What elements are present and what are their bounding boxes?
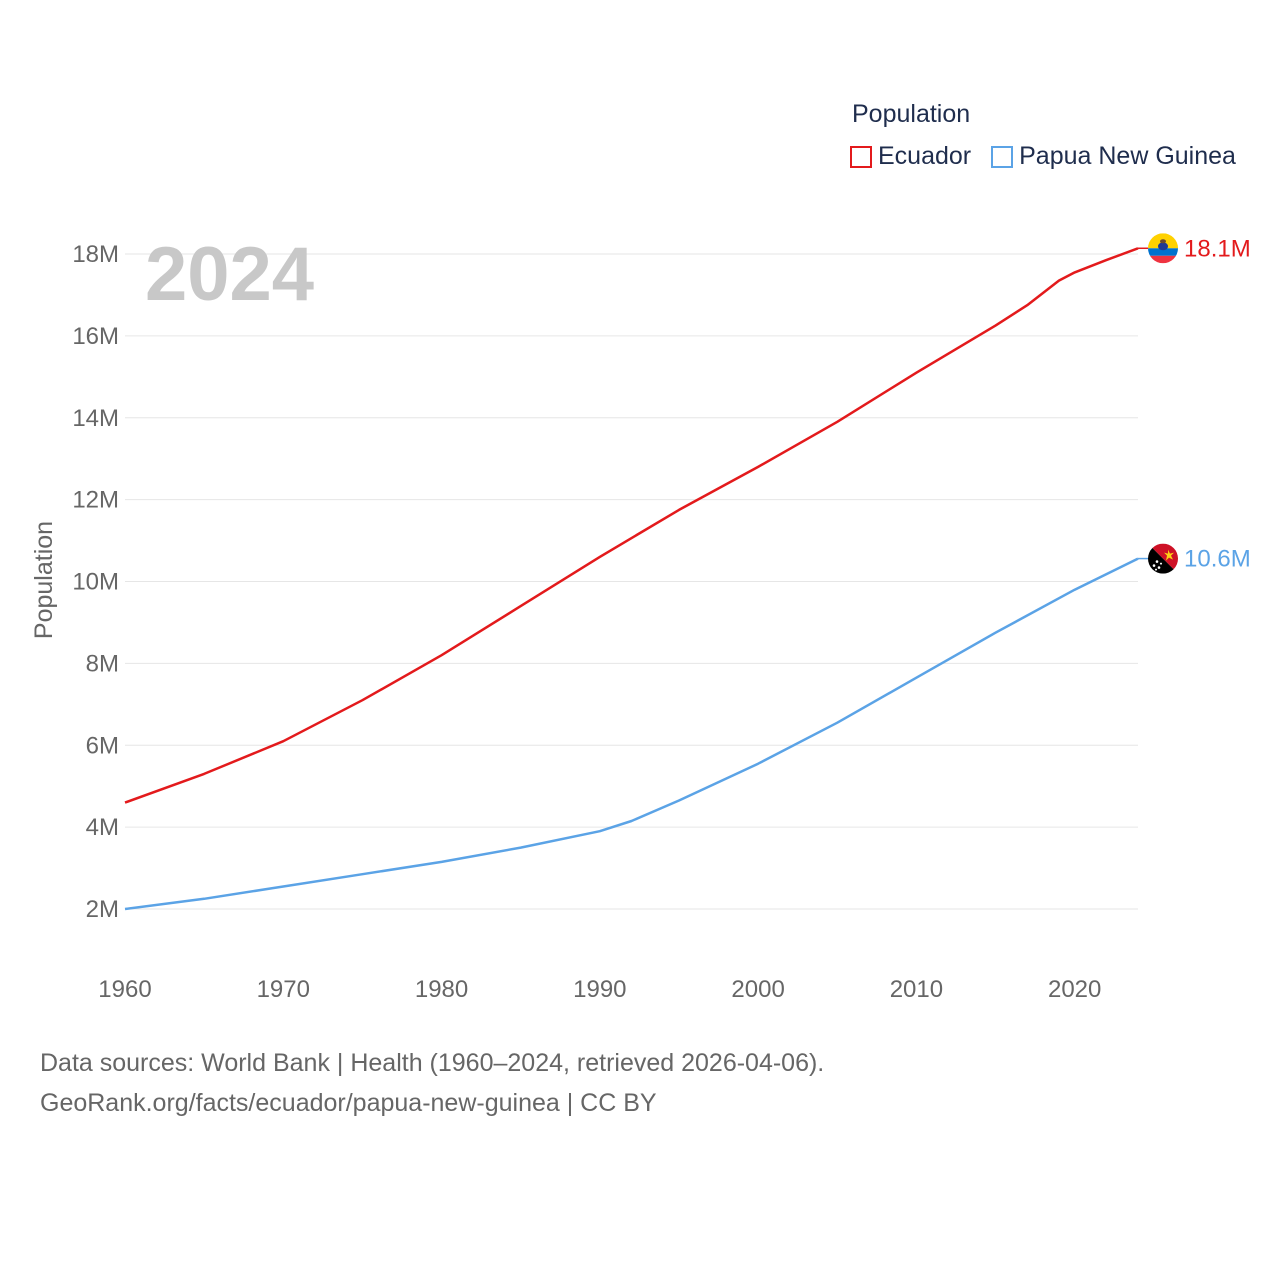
y-tick-label: 4M <box>86 814 119 841</box>
legend-title: Population <box>852 100 971 128</box>
series-end-markers <box>1148 233 1178 574</box>
ecuador-flag-icon <box>1148 233 1178 264</box>
series-lines <box>124 247 1148 911</box>
y-tick-label: 18M <box>72 241 119 268</box>
x-tick-label: 2000 <box>731 976 784 1003</box>
legend-label-papua-new-guinea: Papua New Guinea <box>1019 142 1236 170</box>
y-tick-label: 2M <box>86 896 119 923</box>
y-tick-label: 8M <box>86 650 119 677</box>
x-axis-ticks: 1960 1970 1980 1990 2000 2010 2020 <box>98 976 1101 1003</box>
legend-swatch-ecuador <box>850 145 872 168</box>
y-tick-label: 16M <box>72 323 119 350</box>
data-sources-text: Data sources: World Bank | Health (1960–… <box>40 1049 825 1077</box>
end-label-ecuador: 18.1M <box>1184 235 1251 262</box>
year-label: 2024 <box>145 232 314 317</box>
line-chart: 2M 4M 6M 8M 10M 12M 14M 16M 18M 1960 1970 1980 1990… <box>30 232 1251 1003</box>
legend: Ecuador Papua New Guinea <box>850 142 1256 171</box>
legend-item-papua-new-guinea[interactable]: Papua New Guinea <box>991 142 1236 171</box>
y-tick-label: 14M <box>72 405 119 432</box>
series-line-papua-new-guinea[interactable] <box>124 557 1139 911</box>
grid-lines <box>125 253 1138 910</box>
series-line-ecuador[interactable] <box>124 247 1139 804</box>
legend-label-ecuador: Ecuador <box>878 142 972 170</box>
x-tick-label: 1970 <box>257 976 310 1003</box>
legend-item-ecuador[interactable]: Ecuador <box>850 142 971 171</box>
legend-swatch-papua-new-guinea <box>991 145 1014 168</box>
papua-new-guinea-flag-icon <box>1148 543 1178 574</box>
y-axis-label: Population <box>30 521 58 639</box>
y-tick-label: 10M <box>72 569 119 596</box>
y-axis-ticks: 2M 4M 6M 8M 10M 12M 14M 16M 18M <box>72 241 119 923</box>
x-tick-label: 1960 <box>98 976 151 1003</box>
y-tick-label: 12M <box>72 487 119 514</box>
y-tick-label: 6M <box>86 732 119 759</box>
x-tick-label: 1980 <box>415 976 468 1003</box>
source-link[interactable]: GeoRank.org/facts/ecuador/papua-new-guin… <box>40 1089 657 1117</box>
x-tick-label: 2010 <box>890 976 943 1003</box>
footer: Data sources: World Bank | Health (1960–… <box>40 1043 824 1123</box>
end-label-papua-new-guinea: 10.6M <box>1184 546 1251 573</box>
x-tick-label: 1990 <box>573 976 626 1003</box>
x-tick-label: 2020 <box>1048 976 1101 1003</box>
